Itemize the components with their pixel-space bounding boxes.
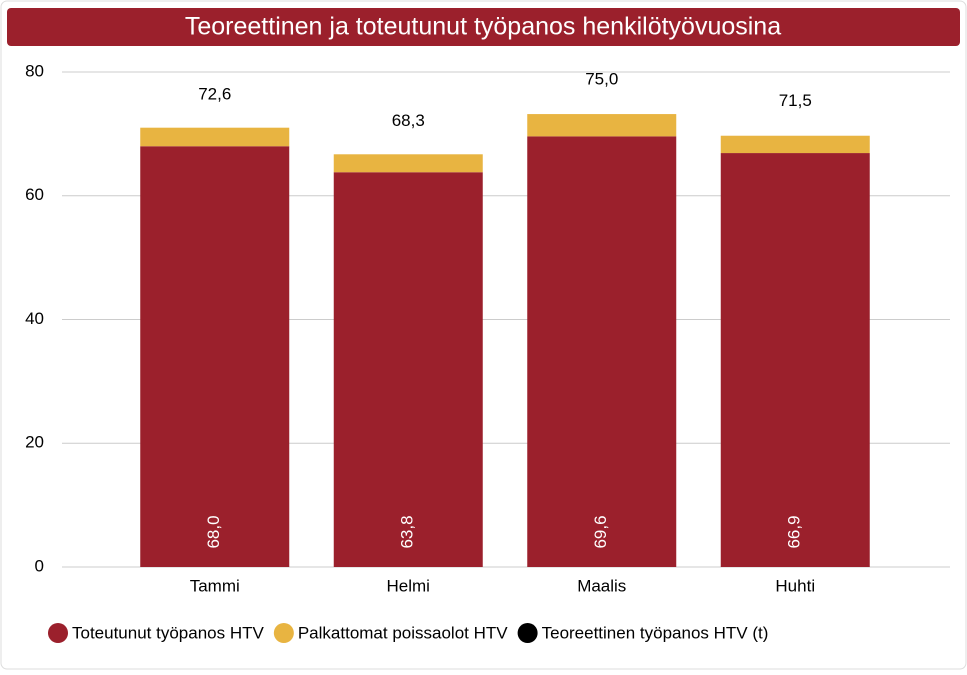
legend-label: Palkattomat poissaolot HTV bbox=[298, 623, 508, 642]
bar-segment bbox=[140, 146, 290, 567]
total-value-label: 72,6 bbox=[198, 84, 231, 103]
x-tick-label: Helmi bbox=[387, 576, 430, 595]
y-tick-label: 80 bbox=[25, 61, 44, 80]
chart-title: Teoreettinen ja toteutunut työpanos henk… bbox=[185, 13, 781, 41]
title-bar bbox=[7, 8, 960, 46]
bar-value-label: 69,6 bbox=[591, 515, 610, 548]
total-value-label: 71,5 bbox=[779, 91, 812, 110]
bar-value-label: 63,8 bbox=[398, 515, 417, 548]
bar-segment bbox=[720, 153, 870, 567]
bar-segment bbox=[527, 114, 677, 137]
legend-swatch bbox=[48, 623, 68, 643]
x-tick-label: Huhti bbox=[775, 576, 815, 595]
legend: Toteutunut työpanos HTV Palkattomat poiss… bbox=[48, 623, 768, 643]
y-tick-label: 40 bbox=[25, 309, 44, 328]
y-tick-label: 0 bbox=[35, 556, 44, 575]
legend-label: Toteutunut työpanos HTV bbox=[72, 623, 265, 642]
bar-segment bbox=[720, 135, 870, 154]
legend-swatch bbox=[273, 623, 294, 643]
bar-segment bbox=[333, 172, 483, 568]
x-tick-label: Tammi bbox=[190, 576, 240, 595]
total-value-label: 75,0 bbox=[585, 69, 618, 88]
y-tick-label: 60 bbox=[25, 185, 44, 204]
legend-swatch bbox=[517, 623, 538, 643]
legend-label: Teoreettinen työpanos HTV (t) bbox=[542, 623, 769, 642]
bar-segment bbox=[527, 136, 677, 567]
bar-value-label: 66,9 bbox=[785, 515, 804, 548]
bar-segment bbox=[333, 154, 483, 173]
x-tick-label: Maalis bbox=[577, 576, 626, 595]
total-value-label: 68,3 bbox=[392, 111, 425, 130]
bar-value-label: 68,0 bbox=[204, 515, 223, 548]
bar-segment bbox=[140, 127, 290, 147]
y-tick-label: 20 bbox=[25, 433, 44, 452]
